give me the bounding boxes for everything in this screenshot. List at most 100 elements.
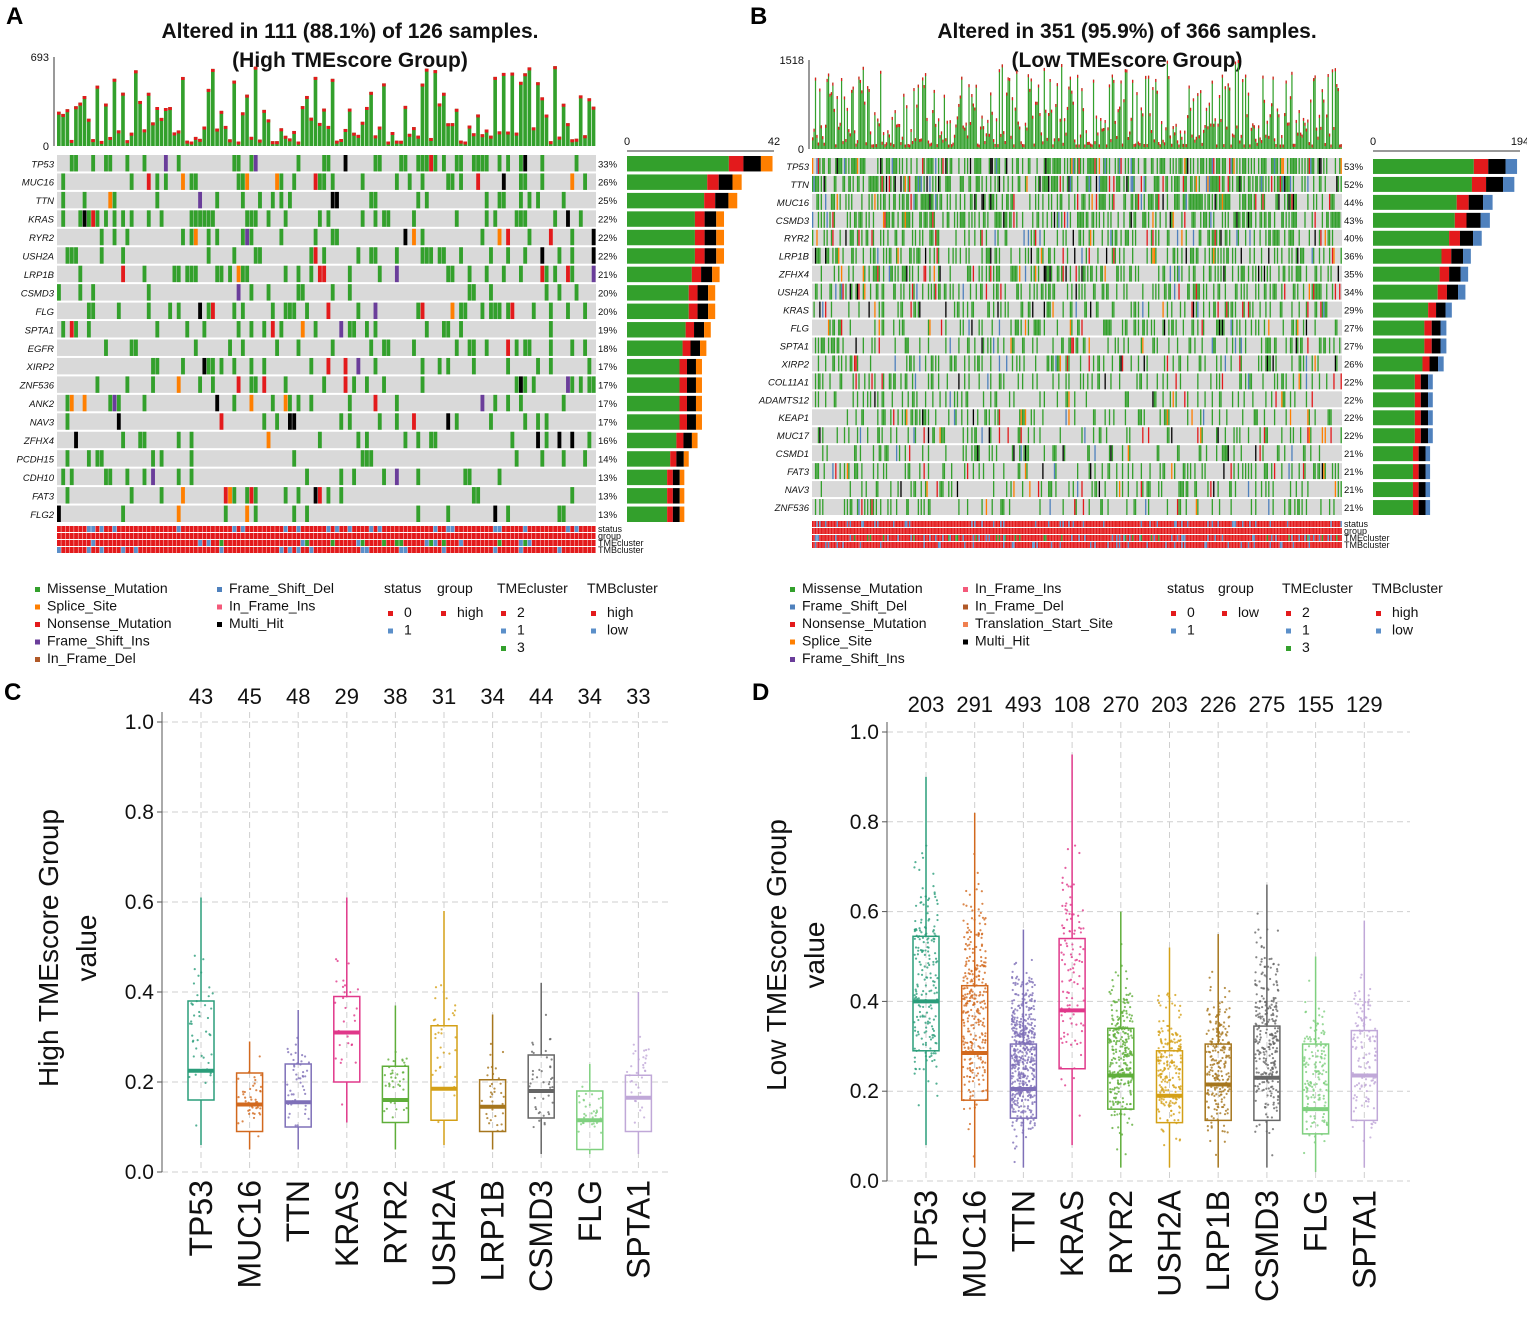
top-bar-cap: [943, 94, 946, 98]
annotation-cell: [266, 540, 271, 546]
annotation-cell: [1256, 521, 1258, 527]
mutation-cell: [985, 499, 988, 515]
annotation-cell: [1020, 521, 1022, 527]
top-bar: [913, 88, 915, 149]
annotation-cell: [215, 533, 220, 539]
mutation-cell: [948, 175, 950, 192]
mutation-cell: [1178, 283, 1180, 300]
mutation-cell: [1328, 229, 1331, 246]
mutation-cell: [142, 155, 147, 172]
annotation-cell: [377, 540, 382, 546]
top-bar: [1314, 75, 1316, 149]
mutation-cell: [990, 158, 992, 174]
top-bar-cap: [1294, 143, 1296, 147]
mutation-cell: [155, 321, 160, 338]
mutation-cell: [820, 337, 822, 354]
legend-item-label: high: [607, 604, 633, 620]
mutation-cell: [1294, 211, 1296, 228]
top-bar-cap: [1004, 141, 1006, 145]
top-bar: [1155, 78, 1157, 149]
mutation-cell: [972, 265, 975, 282]
mutation-cell: [942, 211, 944, 228]
mutation-cell: [1278, 445, 1280, 462]
annotation-cell: [300, 547, 305, 553]
mutation-cell: [1182, 481, 1185, 498]
mutation-cell: [125, 228, 130, 246]
top-bar: [245, 94, 249, 146]
top-bar: [930, 142, 932, 149]
mutation-cell: [1085, 247, 1087, 264]
mutation-cell: [1079, 373, 1082, 390]
top-bar: [471, 133, 476, 146]
mutation-cell: [1289, 409, 1292, 426]
mutation-cell: [1327, 409, 1329, 426]
mutation-cell: [1314, 409, 1316, 426]
mutation-cell: [862, 391, 864, 408]
mutation-cell: [890, 247, 892, 264]
mutation-cell: [1046, 301, 1048, 318]
top-bar: [1027, 74, 1029, 149]
annotation-cell: [923, 521, 925, 527]
gene-label: USH2A: [777, 288, 809, 299]
mutation-cell: [1208, 211, 1211, 228]
mutation-cell: [506, 505, 511, 522]
mutation-cell: [998, 355, 1001, 372]
side-bar-segment: [1429, 356, 1439, 372]
mutation-cell: [1276, 445, 1279, 462]
top-bar-cap: [1084, 144, 1086, 148]
mutation-cell: [1223, 247, 1225, 264]
top-bar: [497, 131, 502, 146]
mutation-cell: [817, 211, 820, 228]
top-bar-cap: [1313, 78, 1315, 82]
mutation-cell: [859, 427, 862, 444]
annotation-cell: [275, 526, 280, 532]
mutation-cell: [1201, 158, 1203, 174]
top-bar-cap: [1116, 136, 1118, 140]
mutation-cell: [1258, 158, 1260, 174]
annotation-cell: [878, 521, 880, 527]
mutation-cell: [1272, 355, 1274, 372]
mutation-cell: [1169, 283, 1171, 300]
annotation-cell: [1132, 521, 1134, 527]
mutation-cell: [822, 337, 824, 354]
mutation-cell: [1155, 247, 1157, 264]
top-bar: [446, 123, 450, 146]
mutation-cell: [454, 155, 459, 172]
side-bar-segment: [704, 322, 711, 338]
mutation-cell: [1273, 463, 1276, 480]
mutation-cell: [181, 228, 185, 246]
top-bar-cap: [377, 126, 382, 130]
mutation-cell: [219, 265, 224, 283]
mutation-cell: [1152, 211, 1154, 228]
mutation-cell: [1048, 283, 1050, 300]
gene-label: NAV3: [785, 485, 810, 496]
mutation-cell: [1158, 445, 1160, 462]
top-bar: [1323, 99, 1325, 149]
annotation-cell: [1288, 521, 1290, 527]
mutation-cell: [906, 355, 908, 372]
side-bar-segment: [700, 340, 707, 356]
mutation-cell: [176, 468, 181, 486]
annotation-cell: [236, 533, 241, 539]
annotation-cell: [484, 533, 489, 539]
mutation-cell: [833, 175, 836, 192]
mutation-cell: [459, 173, 463, 190]
top-bar-cap: [1249, 144, 1251, 148]
mutation-cell: [420, 357, 425, 375]
mutation-cell: [557, 247, 562, 264]
mutation-cell: [991, 319, 993, 336]
mutation-cell: [1207, 175, 1209, 192]
mutation-cell: [990, 337, 992, 354]
mutation-cell: [861, 481, 863, 498]
mutation-cell: [853, 463, 856, 480]
top-bar: [845, 139, 847, 149]
top-bar: [1202, 129, 1205, 149]
mutation-cell: [965, 247, 967, 264]
mutation-cell: [993, 463, 995, 480]
top-bar: [1217, 123, 1219, 149]
top-bar: [826, 78, 828, 149]
mutation-cell: [840, 158, 843, 174]
mutation-cell: [1288, 265, 1290, 282]
mutation-cell: [497, 468, 502, 486]
top-bar-cap: [1124, 69, 1127, 73]
